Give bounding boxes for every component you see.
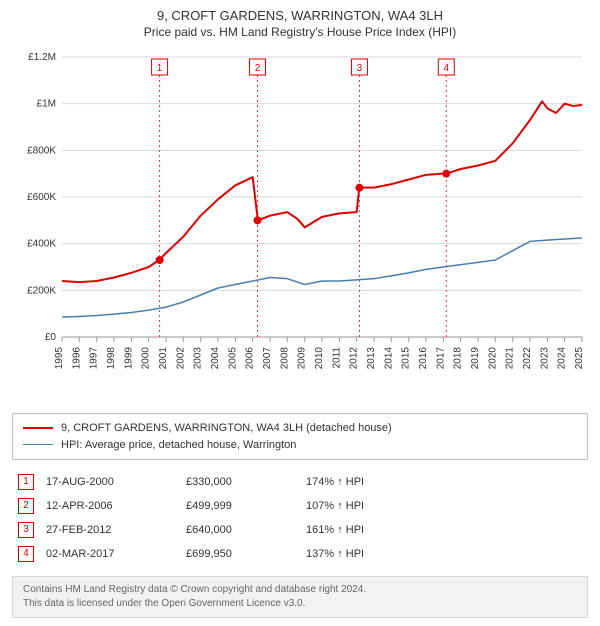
svg-text:2012: 2012 [349, 347, 360, 370]
svg-text:2007: 2007 [262, 347, 273, 370]
svg-text:2006: 2006 [245, 347, 256, 370]
svg-text:2025: 2025 [574, 347, 585, 370]
sales-table: 1 17-AUG-2000£330,000174% ↑ HPI 2 12-APR-20… [12, 470, 588, 566]
legend-item-hpi: HPI: Average price, detached house, Warr… [23, 437, 577, 454]
sale-price: £330,000 [186, 476, 306, 488]
sale-badge: 4 [18, 546, 34, 562]
sale-date: 27-FEB-2012 [46, 524, 186, 536]
sale-date: 17-AUG-2000 [46, 476, 186, 488]
sale-date: 02-MAR-2017 [46, 548, 186, 560]
svg-text:2: 2 [255, 63, 261, 74]
price-chart-svg: £0 £200K £400K £600K £800K £1M £1.2M 1995 1996 19… [12, 47, 588, 407]
sale-hpi-delta: 161% ↑ HPI [306, 524, 588, 536]
footer-line2: This data is licensed under the Open Gov… [23, 597, 577, 611]
sale-price: £499,999 [186, 500, 306, 512]
legend-swatch-hpi [23, 444, 53, 445]
svg-text:1999: 1999 [123, 347, 134, 370]
footer-line1: Contains HM Land Registry data © Crown c… [23, 583, 577, 597]
legend-label-hpi: HPI: Average price, detached house, Warr… [61, 437, 296, 454]
svg-text:2010: 2010 [314, 347, 325, 370]
sale-hpi-delta: 107% ↑ HPI [306, 500, 588, 512]
sale-price: £699,950 [186, 548, 306, 560]
svg-text:£1.2M: £1.2M [28, 52, 56, 63]
svg-text:4: 4 [443, 63, 449, 74]
legend-box: 9, CROFT GARDENS, WARRINGTON, WA4 3LH (d… [12, 413, 588, 460]
svg-text:£0: £0 [45, 332, 57, 343]
svg-text:1998: 1998 [106, 347, 117, 370]
svg-text:2023: 2023 [539, 347, 550, 370]
svg-text:£600K: £600K [27, 192, 56, 203]
svg-text:2018: 2018 [453, 347, 464, 370]
title-block: 9, CROFT GARDENS, WARRINGTON, WA4 3LH Pr… [12, 8, 588, 39]
chart-area: £0 £200K £400K £600K £800K £1M £1.2M 1995 1996 19… [12, 47, 588, 407]
svg-text:2020: 2020 [487, 347, 498, 370]
sale-row: 2 12-APR-2006£499,999107% ↑ HPI [12, 494, 588, 518]
svg-text:£800K: £800K [27, 145, 56, 156]
title-subtitle: Price paid vs. HM Land Registry's House … [12, 25, 588, 39]
svg-text:2008: 2008 [279, 347, 290, 370]
title-address: 9, CROFT GARDENS, WARRINGTON, WA4 3LH [12, 8, 588, 23]
svg-text:2024: 2024 [557, 347, 568, 370]
chart-container: 9, CROFT GARDENS, WARRINGTON, WA4 3LH Pr… [0, 0, 600, 626]
svg-text:2016: 2016 [418, 347, 429, 370]
sale-badge: 3 [18, 522, 34, 538]
sale-hpi-delta: 174% ↑ HPI [306, 476, 588, 488]
svg-text:£1M: £1M [37, 99, 56, 110]
svg-text:3: 3 [357, 63, 363, 74]
sale-date: 12-APR-2006 [46, 500, 186, 512]
legend-label-property: 9, CROFT GARDENS, WARRINGTON, WA4 3LH (d… [61, 420, 392, 437]
legend-item-property: 9, CROFT GARDENS, WARRINGTON, WA4 3LH (d… [23, 420, 577, 437]
svg-text:2003: 2003 [193, 347, 204, 370]
legend-swatch-property [23, 427, 53, 429]
svg-text:2022: 2022 [522, 347, 533, 370]
svg-text:1: 1 [157, 63, 163, 74]
svg-text:2011: 2011 [331, 347, 342, 369]
svg-text:2014: 2014 [383, 347, 394, 370]
sale-price: £640,000 [186, 524, 306, 536]
svg-text:2013: 2013 [366, 347, 377, 370]
svg-text:2000: 2000 [141, 347, 152, 370]
svg-text:2004: 2004 [210, 347, 221, 370]
sale-badge: 2 [18, 498, 34, 514]
svg-text:1995: 1995 [54, 347, 65, 370]
svg-text:2009: 2009 [297, 347, 308, 370]
svg-text:2021: 2021 [505, 347, 516, 370]
sale-badge: 1 [18, 474, 34, 490]
svg-text:£200K: £200K [27, 285, 56, 296]
sale-hpi-delta: 137% ↑ HPI [306, 548, 588, 560]
svg-text:2017: 2017 [435, 347, 446, 370]
svg-text:1996: 1996 [71, 347, 82, 370]
sale-row: 4 02-MAR-2017£699,950137% ↑ HPI [12, 542, 588, 566]
svg-text:2019: 2019 [470, 347, 481, 370]
svg-text:1997: 1997 [89, 347, 100, 370]
svg-text:2001: 2001 [158, 347, 169, 370]
svg-text:2005: 2005 [227, 347, 238, 370]
svg-text:2002: 2002 [175, 347, 186, 370]
svg-text:£400K: £400K [27, 239, 56, 250]
footer-attribution: Contains HM Land Registry data © Crown c… [12, 576, 588, 618]
sale-row: 1 17-AUG-2000£330,000174% ↑ HPI [12, 470, 588, 494]
svg-text:2015: 2015 [401, 347, 412, 370]
sale-row: 3 27-FEB-2012£640,000161% ↑ HPI [12, 518, 588, 542]
